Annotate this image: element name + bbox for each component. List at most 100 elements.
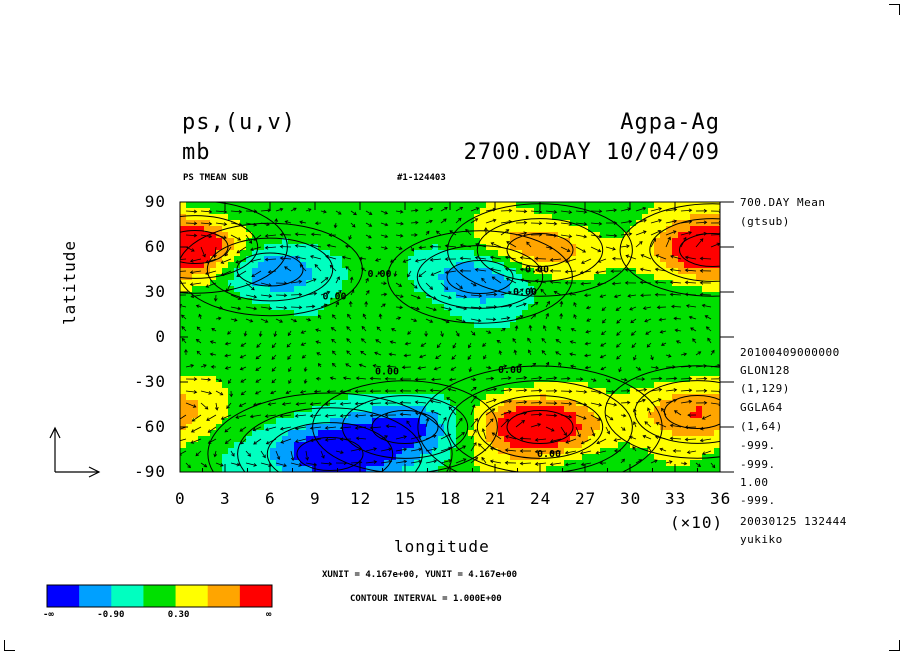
heatmap-cell — [336, 310, 343, 317]
heatmap-cell — [630, 304, 637, 311]
wind-vector — [535, 269, 547, 272]
heatmap-cell — [240, 376, 247, 383]
heatmap-cell — [384, 376, 391, 383]
heatmap-cell — [366, 202, 373, 209]
heatmap-cell — [486, 466, 493, 472]
heatmap-cell — [258, 244, 265, 251]
heatmap-cell — [558, 340, 565, 347]
wind-vector-head — [595, 270, 599, 275]
heatmap-cell — [324, 340, 331, 347]
heatmap-cell — [630, 352, 637, 359]
heatmap-cell — [516, 466, 523, 472]
heatmap-cell — [696, 310, 703, 317]
heatmap-cell — [306, 292, 313, 299]
heatmap-cell — [666, 244, 673, 251]
heatmap-cell — [246, 460, 253, 467]
heatmap-cell — [276, 226, 283, 233]
heatmap-cell — [306, 382, 313, 389]
heatmap-cell — [492, 460, 499, 467]
heatmap-cell — [312, 280, 319, 287]
heatmap-cell — [450, 382, 457, 389]
heatmap-cell — [432, 454, 439, 461]
heatmap-cell — [528, 466, 535, 472]
heatmap-cell — [642, 412, 649, 419]
heatmap-cell — [606, 268, 613, 275]
heatmap-cell — [216, 334, 223, 341]
heatmap-cell — [384, 316, 391, 323]
wind-vector — [550, 258, 562, 261]
heatmap-cell — [420, 214, 427, 221]
heatmap-cell — [630, 436, 637, 443]
heatmap-cell — [306, 310, 313, 317]
heatmap-cell — [660, 370, 667, 377]
heatmap-cell — [546, 268, 553, 275]
heatmap-cell — [180, 226, 187, 233]
heatmap-cell — [222, 274, 229, 281]
wind-vector — [695, 238, 704, 248]
heatmap-cell — [504, 310, 511, 317]
heatmap-cell — [246, 262, 253, 269]
heatmap-cell — [456, 352, 463, 359]
heatmap-cell — [312, 238, 319, 245]
heatmap-cell — [198, 280, 205, 287]
heatmap-cell — [378, 250, 385, 257]
wind-vector — [600, 342, 607, 347]
heatmap-cell — [630, 418, 637, 425]
heatmap-cell — [468, 286, 475, 293]
wind-vector-head — [331, 338, 335, 343]
heatmap-cell — [474, 328, 481, 335]
wind-vector-head — [239, 354, 244, 359]
heatmap-cell — [516, 448, 523, 455]
heatmap-cell — [648, 442, 655, 449]
heatmap-cell — [216, 256, 223, 263]
heatmap-cell — [186, 256, 193, 263]
heatmap-cell — [690, 226, 697, 233]
heatmap-cell — [516, 220, 523, 227]
heatmap-cell — [522, 226, 529, 233]
heatmap-cell — [606, 310, 613, 317]
heatmap-cell — [552, 310, 559, 317]
heatmap-cell — [492, 268, 499, 275]
heatmap-cell — [480, 352, 487, 359]
wind-vector-head — [345, 266, 349, 270]
heatmap-cell — [456, 214, 463, 221]
heatmap-cell — [528, 436, 535, 443]
wind-vector — [550, 281, 562, 284]
wind-vector — [214, 246, 217, 258]
heatmap-cell — [312, 406, 319, 413]
heatmap-cell — [204, 394, 211, 401]
heatmap-cell — [210, 448, 217, 455]
heatmap-cell — [300, 346, 307, 353]
heatmap-cell — [672, 358, 679, 365]
wind-vector-head — [545, 312, 550, 317]
wind-vector — [505, 268, 517, 272]
heatmap-cell — [588, 328, 595, 335]
heatmap-cell — [276, 298, 283, 305]
heatmap-cell — [558, 406, 565, 413]
heatmap-cell — [216, 322, 223, 329]
heatmap-cell — [714, 418, 720, 425]
heatmap-cell — [504, 232, 511, 239]
wind-vector-head — [489, 255, 494, 260]
heatmap-cell — [384, 262, 391, 269]
heatmap-cell — [612, 406, 619, 413]
wind-vector — [244, 330, 247, 337]
heatmap-cell — [192, 268, 199, 275]
heatmap-cell — [612, 316, 619, 323]
heatmap-cell — [420, 334, 427, 341]
wind-vector — [380, 293, 387, 296]
wind-vector — [670, 293, 682, 296]
heatmap-cell — [582, 430, 589, 437]
heatmap-cell — [312, 340, 319, 347]
heatmap-cell — [198, 370, 205, 377]
heatmap-cell — [252, 418, 259, 425]
heatmap-cell — [390, 286, 397, 293]
wind-vector-head — [310, 255, 314, 259]
heatmap-cell — [576, 430, 583, 437]
wind-vector-head — [279, 319, 284, 323]
heatmap-cell — [642, 298, 649, 305]
wind-vector-head — [375, 339, 379, 343]
wind-vector — [700, 257, 712, 260]
wind-vector — [236, 246, 247, 254]
wind-vector — [200, 246, 206, 257]
